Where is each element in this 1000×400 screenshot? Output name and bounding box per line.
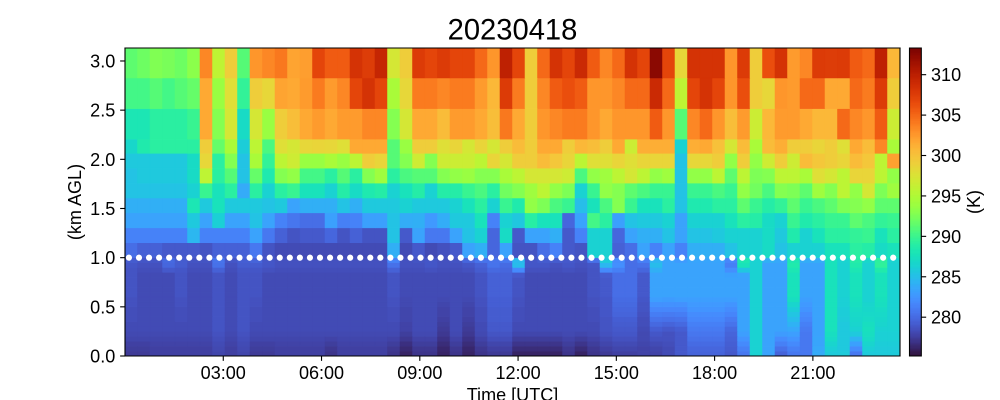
- svg-text:(km AGL): (km AGL): [65, 164, 85, 240]
- svg-text:03:00: 03:00: [201, 363, 246, 383]
- svg-text:310: 310: [931, 65, 961, 85]
- svg-text:12:00: 12:00: [495, 363, 540, 383]
- svg-text:305: 305: [931, 106, 961, 126]
- svg-text:09:00: 09:00: [397, 363, 442, 383]
- svg-text:3.0: 3.0: [90, 52, 115, 72]
- svg-text:2.0: 2.0: [90, 150, 115, 170]
- svg-text:Time [UTC]: Time [UTC]: [467, 385, 559, 400]
- svg-text:290: 290: [931, 227, 961, 247]
- svg-text:1.5: 1.5: [90, 199, 115, 219]
- svg-text:21:00: 21:00: [790, 363, 835, 383]
- svg-text:20230418: 20230418: [448, 15, 578, 47]
- svg-text:15:00: 15:00: [594, 363, 639, 383]
- svg-text:295: 295: [931, 186, 961, 206]
- svg-text:0.5: 0.5: [90, 297, 115, 317]
- svg-text:0.0: 0.0: [90, 347, 115, 367]
- svg-text:280: 280: [931, 308, 961, 328]
- svg-text:(K): (K): [964, 190, 984, 214]
- svg-text:06:00: 06:00: [299, 363, 344, 383]
- svg-text:285: 285: [931, 267, 961, 287]
- svg-text:2.5: 2.5: [90, 101, 115, 121]
- svg-text:300: 300: [931, 146, 961, 166]
- svg-text:1.0: 1.0: [90, 248, 115, 268]
- svg-text:18:00: 18:00: [692, 363, 737, 383]
